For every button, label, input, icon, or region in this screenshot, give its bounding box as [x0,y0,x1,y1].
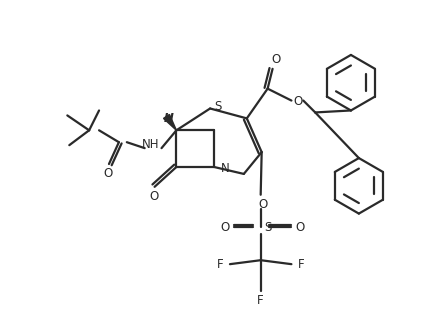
Text: O: O [258,198,267,211]
Text: O: O [296,221,305,234]
Text: O: O [294,95,303,108]
Text: O: O [220,221,230,234]
Text: S: S [215,100,222,113]
Text: N: N [221,163,230,175]
Text: S: S [264,221,271,234]
Polygon shape [164,115,177,130]
Text: H: H [164,112,173,125]
Text: F: F [217,258,224,271]
Text: O: O [103,167,113,180]
Text: O: O [149,190,158,203]
Text: F: F [257,294,264,307]
Text: NH: NH [142,138,160,151]
Text: O: O [271,53,280,67]
Text: F: F [298,258,305,271]
